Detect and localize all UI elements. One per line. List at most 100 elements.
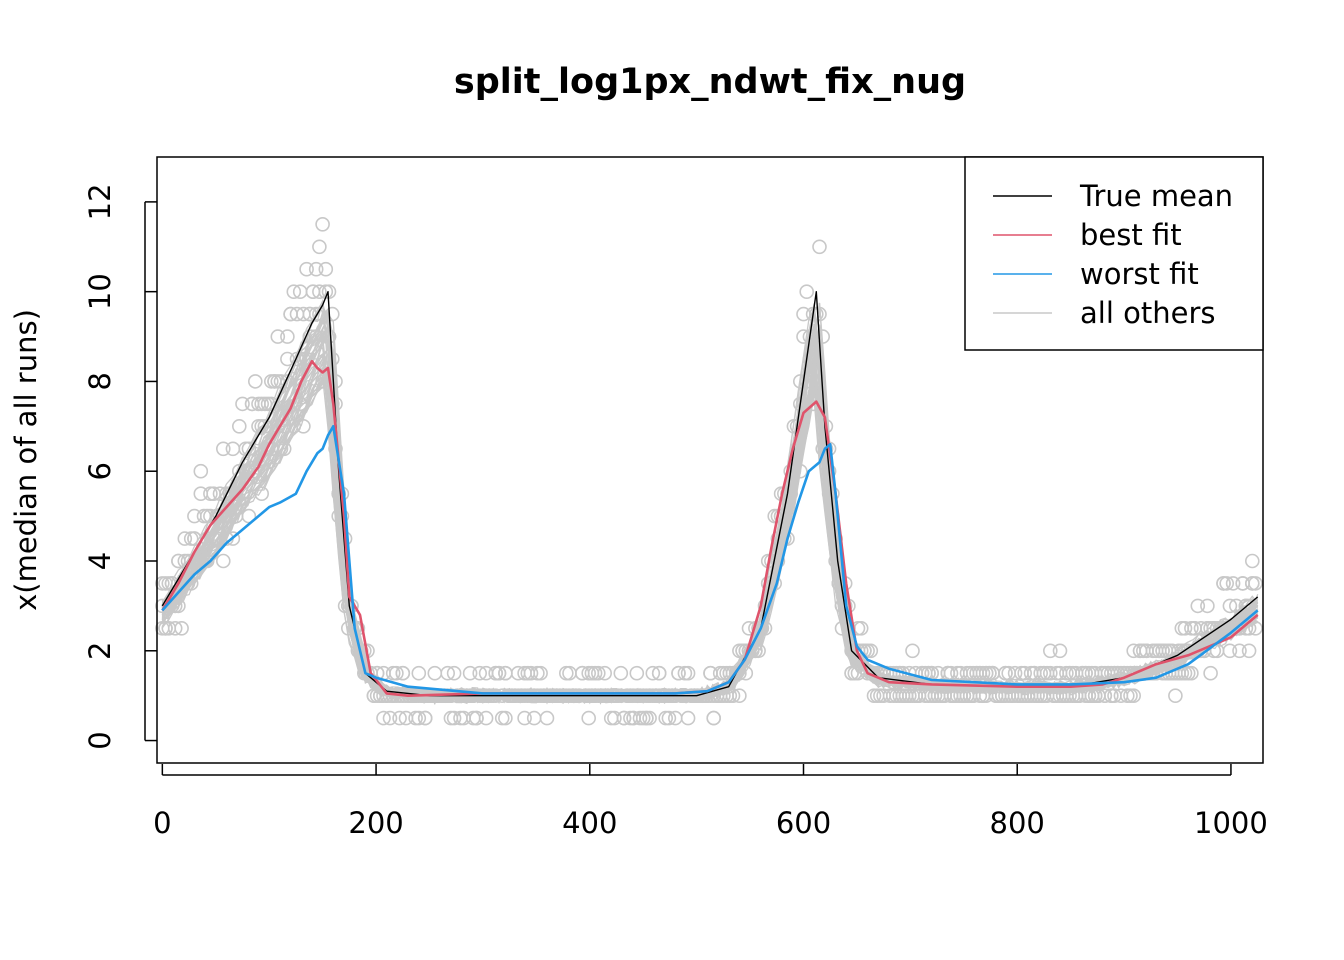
data-point [395,665,411,681]
series-lines [161,291,1259,697]
data-point [616,710,632,726]
other-run-line [161,374,1258,703]
other-run-line [161,375,1259,701]
data-point [1177,620,1193,636]
plot-frame [156,156,1264,764]
data-point [228,486,244,502]
data-point [770,553,786,569]
data-point [1241,643,1257,659]
data-point [792,463,808,479]
data-point [757,620,773,636]
data-point [1241,598,1257,614]
data-point [472,665,488,681]
data-point [1126,688,1141,704]
data-point [1043,665,1058,681]
legend-label: True mean [1079,179,1233,213]
data-point [446,710,462,726]
y-tick-label: 8 [83,372,117,390]
y-tick-label: 0 [83,731,117,749]
data-point [235,396,250,412]
data-point [661,710,677,726]
data-point [1232,620,1247,636]
data-point [248,463,263,479]
data-point [607,710,622,726]
data-point [263,396,279,412]
data-point [270,329,286,344]
data-point [411,710,427,726]
data-point [299,351,314,367]
data-point [280,374,295,389]
data-point [1097,688,1113,704]
data-point [222,508,237,524]
data-point [478,710,494,726]
data-point [1190,598,1206,614]
legend: True mean best fit worst fit all others [964,156,1264,351]
data-point [1184,665,1199,681]
data-point [296,418,311,434]
data-point [254,486,270,502]
data-point [1219,576,1234,591]
data-point [174,620,189,636]
data-point [1222,598,1238,614]
data-point [783,486,799,502]
data-point [613,665,629,681]
data-point [680,665,696,681]
data-point [517,710,532,726]
data-point [751,643,766,659]
data-point [411,665,427,681]
data-point [302,329,318,344]
data-point [812,239,827,255]
data-point [270,418,286,434]
data-point [808,374,824,389]
other-run-line [161,379,1259,702]
data-point [1248,620,1263,636]
legend-label: worst fit [1080,257,1199,291]
data-point [324,306,340,322]
y-tick-label: 4 [83,552,117,570]
data-point [257,463,273,479]
x-axis: 0 200 400 600 800 1000 [153,764,1268,840]
y-tick-label: 10 [83,273,117,310]
data-point [558,665,574,681]
data-point [815,329,831,344]
data-point [796,396,811,412]
data-point [1232,643,1247,659]
chart-title: split_log1px_ndwt_fix_nug [454,62,966,102]
data-point [651,665,667,681]
y-tick-label: 2 [83,642,117,660]
data-point [629,665,645,681]
data-point [789,441,805,457]
data-point [209,531,225,546]
data-point [590,665,606,681]
data-point [706,710,722,726]
data-point [232,418,247,434]
data-point [905,643,920,659]
data-point [216,441,231,457]
data-point [853,620,869,636]
data-point [321,284,337,300]
data-point [1203,665,1218,681]
data-point [280,329,295,344]
other-run-line [161,385,1259,702]
data-point [427,665,443,681]
data-point [276,441,292,457]
data-point [440,665,456,681]
data-point [1017,665,1032,681]
data-point [1200,598,1215,614]
data-point [1123,688,1138,704]
data-point [315,217,330,232]
data-point [1225,576,1241,591]
x-tick-label: 200 [348,806,403,840]
data-point [462,665,478,681]
data-point [526,710,542,726]
data-point [805,396,821,412]
data-point [446,665,462,681]
x-tick-label: 0 [153,806,171,840]
data-point [392,710,407,726]
data-point [1222,643,1238,659]
data-point [216,553,231,569]
data-point [802,351,818,367]
data-point [1168,688,1183,704]
y-tick-label: 12 [83,183,117,220]
